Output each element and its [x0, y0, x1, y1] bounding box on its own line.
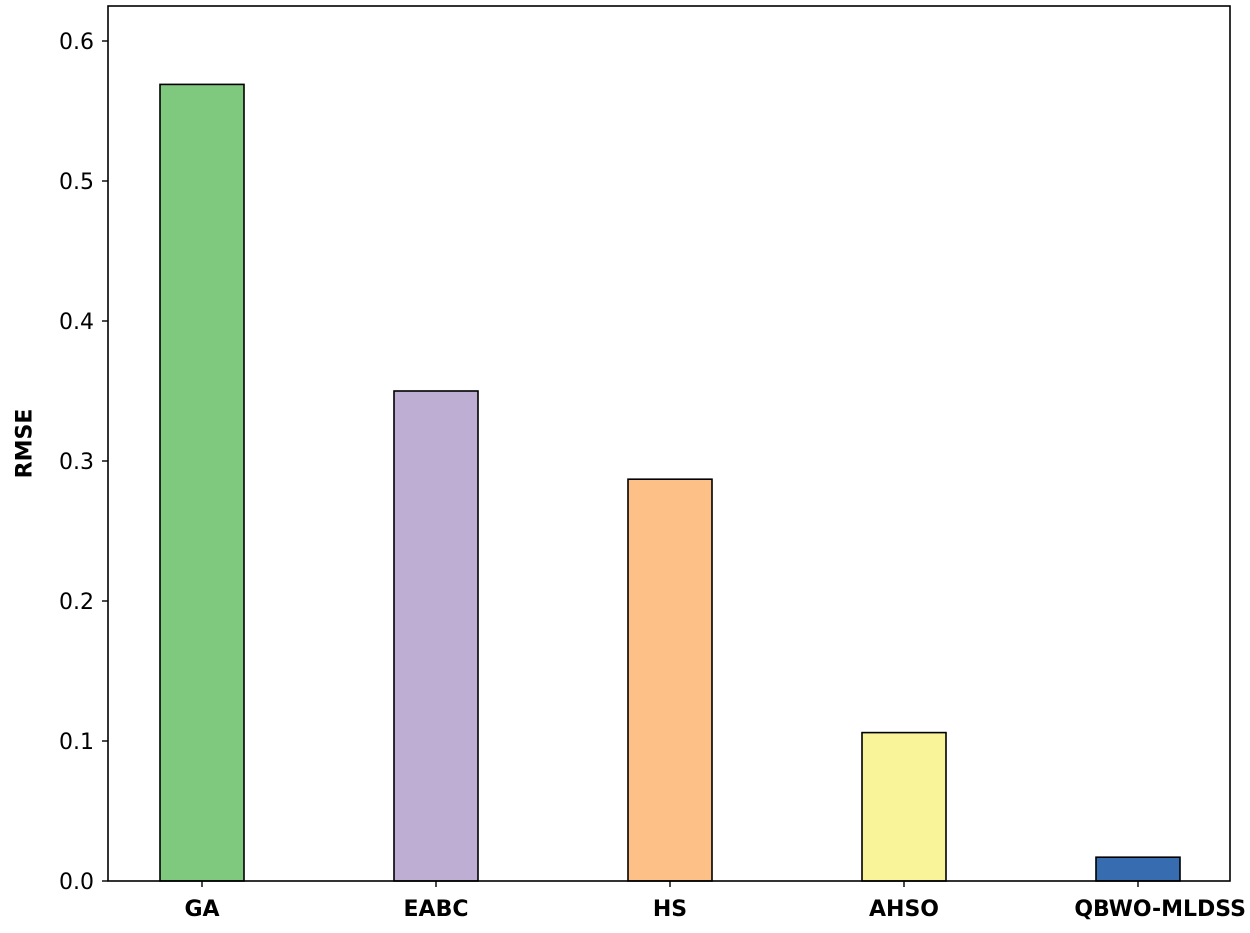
bar-eabc — [393, 390, 479, 882]
bars-group — [159, 83, 1181, 882]
y-axis-title: RMSE — [13, 409, 38, 479]
x-tick-label: EABC — [404, 897, 469, 922]
y-tick-label: 0.1 — [59, 730, 94, 755]
y-tick-label: 0.6 — [59, 30, 94, 55]
bar-ahso — [861, 731, 947, 882]
y-tick-label: 0.0 — [59, 870, 94, 895]
x-tick-label: QBWO-MLDSS — [1074, 897, 1246, 922]
x-tick-label: AHSO — [869, 897, 939, 922]
x-tick-label: HS — [653, 897, 687, 922]
y-axis: 0.0 0.1 0.2 0.3 0.4 0.5 0.6 — [59, 30, 108, 895]
x-axis: GA EABC HS AHSO QBWO-MLDSS — [184, 881, 1246, 922]
bar-qbwo-mldss — [1095, 856, 1181, 882]
bar-hs — [627, 478, 713, 882]
y-tick-label: 0.4 — [59, 310, 94, 335]
plot-frame — [107, 5, 1231, 882]
y-tick-label: 0.5 — [59, 170, 94, 195]
x-tick-label: GA — [184, 897, 219, 922]
bar-ga — [159, 83, 245, 882]
y-tick-label: 0.3 — [59, 450, 94, 475]
y-tick-label: 0.2 — [59, 590, 94, 615]
